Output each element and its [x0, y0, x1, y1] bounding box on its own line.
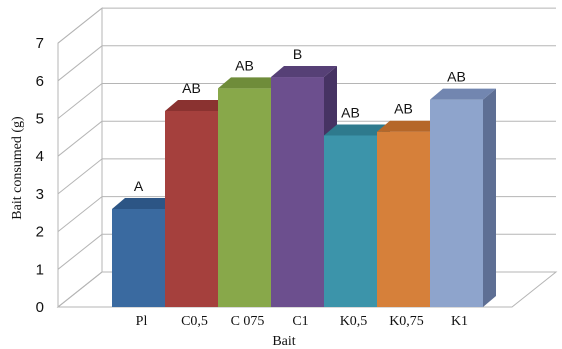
data-label: AB: [394, 101, 413, 117]
bar-front: [112, 208, 165, 307]
bar-top: [112, 197, 178, 209]
bar-side: [483, 88, 496, 308]
y-tick-label: 5: [36, 111, 44, 128]
y-tick-label: 1: [36, 261, 44, 278]
x-axis-title: Bait: [272, 334, 295, 349]
data-label: B: [293, 46, 302, 62]
gridline-wall: [57, 271, 103, 308]
x-tick-label: C 075: [231, 314, 265, 329]
gridline-wall: [57, 83, 103, 119]
data-label: AB: [341, 104, 360, 120]
y-tick-label: 3: [36, 186, 44, 203]
y-tick-label: 4: [36, 148, 44, 165]
y-axis-title: Bait consumed (g): [10, 116, 25, 220]
gridline-wall: [57, 45, 103, 82]
bar-top: [377, 120, 443, 132]
gridline-wall: [57, 158, 103, 195]
data-label: AB: [447, 69, 466, 85]
bar-front: [377, 131, 430, 307]
bar: [430, 88, 496, 308]
bar-top: [271, 66, 337, 78]
x-tick-label: Pl: [136, 314, 148, 329]
bar-front: [165, 110, 218, 308]
gridline-wall: [57, 196, 103, 232]
y-tick-label: 2: [36, 224, 44, 241]
x-tick-label: C1: [292, 314, 308, 329]
bar-front: [271, 77, 324, 307]
bars: [112, 66, 496, 308]
x-tick-label: K0,75: [389, 314, 424, 329]
y-tick-label: 0: [36, 299, 44, 316]
data-label: AB: [182, 80, 201, 96]
gridline-wall: [57, 7, 103, 44]
x-tick-label: K1: [451, 314, 468, 329]
bar-front: [430, 99, 483, 308]
gridline-wall: [57, 120, 103, 157]
y-tick-label: 7: [36, 35, 44, 52]
x-tick-label: K0,5: [340, 314, 368, 329]
bar-front: [324, 135, 377, 307]
x-tick-label: C0,5: [181, 314, 208, 329]
data-label: A: [134, 178, 144, 194]
y-tick-labels: 0 1 2 3 4 5 6 7: [36, 35, 44, 316]
data-label: AB: [235, 57, 254, 73]
data-labels: A AB AB B AB AB AB: [134, 46, 466, 194]
x-tick-labels: Pl C0,5 C 075 C1 K0,5 K0,75 K1: [136, 314, 468, 329]
y-tick-label: 6: [36, 73, 44, 90]
bar-top: [165, 99, 231, 111]
bar-top: [324, 124, 390, 136]
left-wall: [57, 7, 103, 309]
bar-top: [218, 77, 284, 89]
bar-front: [218, 88, 271, 307]
bar-top: [430, 88, 496, 100]
gridline-wall: [57, 233, 103, 270]
